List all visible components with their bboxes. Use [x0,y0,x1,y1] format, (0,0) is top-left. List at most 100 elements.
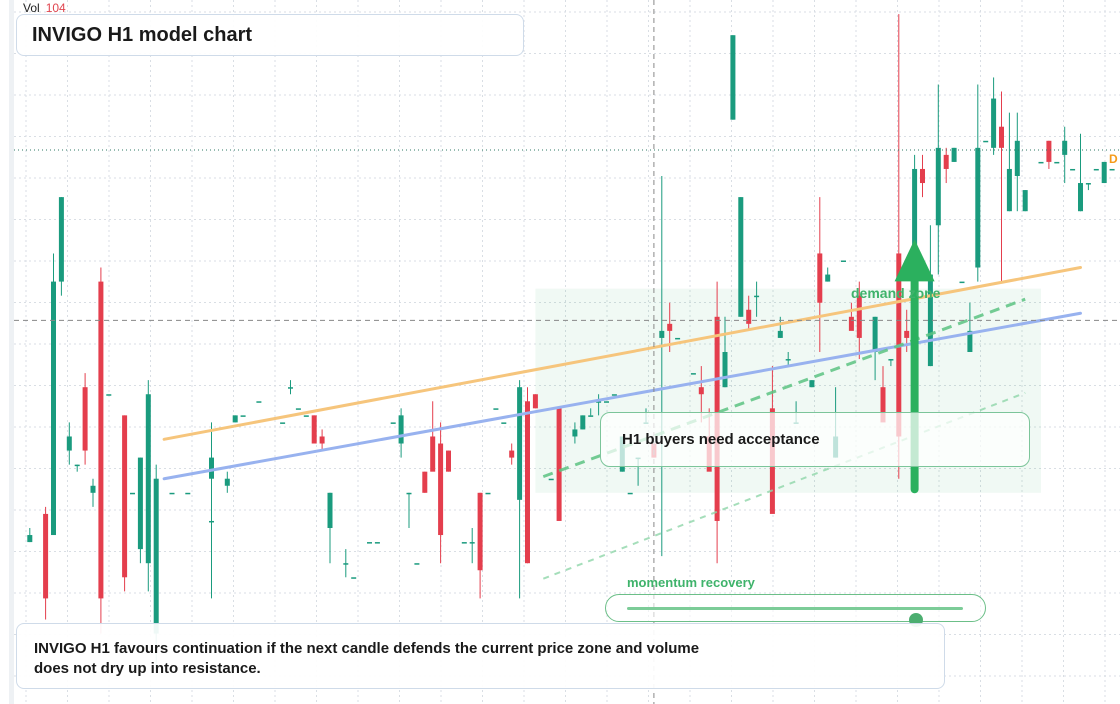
candle-up [327,492,333,528]
momentum-track [627,607,963,627]
candle-up [580,415,586,430]
candle-up [27,535,33,543]
candle-up [1054,161,1060,164]
candle-up [343,563,349,565]
momentum-slider[interactable] [605,594,986,627]
candle-up [414,563,420,565]
candle-up [777,330,783,338]
candle-up [169,492,175,495]
ma-fast-line [162,266,1082,441]
candle-up [390,422,396,424]
candle-up [209,520,214,523]
candle-up [145,394,151,564]
candle-up [374,542,380,544]
volume-value: 104 [45,1,66,15]
candle-up [74,464,80,467]
arrow-head [894,239,935,282]
candle-up [1038,161,1044,164]
candle-up [722,352,728,388]
candle-up [224,478,230,486]
candle-up [406,492,412,495]
candle-up [1006,168,1012,212]
candle-down [438,443,444,536]
candle-up [588,415,594,417]
candle-down [422,471,428,493]
candle-up [461,542,467,544]
trendline-lower [542,391,1026,580]
candle-up [738,197,744,317]
candle-up [485,492,491,495]
candle-up [1014,140,1020,176]
candle-down [746,309,752,324]
candle-up [66,436,72,451]
chart-title: INVIGO H1 model chart [32,23,253,46]
candle-up [785,359,791,361]
candle-down [920,168,925,184]
candle-up [1022,190,1028,212]
candle-up [967,330,973,352]
candle-up [991,98,997,148]
candle-up [1109,168,1115,171]
candle-down [43,513,49,599]
candle-down [556,408,562,521]
candle-up [983,140,989,143]
candle-up [675,337,681,340]
candle-up [185,492,191,495]
candle-up [469,542,475,544]
candle-up [280,422,286,424]
candle-up [959,281,965,284]
candle-down [477,492,483,571]
candle-up [809,380,815,388]
candle-up [398,415,404,444]
candle-up [825,274,831,282]
candle-down [509,450,515,458]
candle-up [1101,161,1107,184]
candle-up [1093,168,1099,171]
candle-up [572,429,578,437]
candle-up [872,316,878,352]
candle-up [975,147,981,268]
candle-down [667,323,673,331]
candle-down [446,450,451,472]
candle-up [493,408,499,410]
candle-up [730,35,736,120]
candle-up [1078,183,1083,212]
candle-up [130,492,135,495]
candle-down [430,436,436,472]
candle-up [501,422,507,424]
candle-up [295,408,301,410]
candle-down [698,387,704,395]
candle-up [106,394,112,396]
left-edge [9,0,14,704]
ma-slow-line [162,311,1082,481]
candle-down [999,126,1004,148]
candle-up [951,147,957,162]
candle-up [690,373,696,375]
candle-up [841,260,846,262]
candle-down [817,253,823,303]
candle-up [627,492,633,495]
candle-up [548,478,554,481]
candle-up [367,542,372,544]
candle-down [525,401,530,564]
chart-title-box: INVIGO H1 model chart [16,14,524,56]
demand-zone-label: demand zone [851,285,941,301]
candle-up [209,457,214,479]
volume-label: Vol [23,1,40,15]
candle-up [240,415,246,417]
candle-up [1085,183,1091,185]
candle-down [311,415,317,444]
bottom-note: INVIGO H1 favours continuation if the ne… [16,623,945,689]
candle-down [880,387,886,423]
candle-up [153,478,159,634]
candle-up [604,401,609,403]
volume-readout: Vol 104 [23,1,66,15]
candle-up [90,485,96,493]
candle-up [232,415,238,423]
callout-box: H1 buyers need acceptance [600,412,1030,467]
candle-up [1070,168,1076,171]
candle-up [888,359,894,361]
callout-text: H1 buyers need acceptance [622,431,820,448]
candle-up [517,387,523,500]
